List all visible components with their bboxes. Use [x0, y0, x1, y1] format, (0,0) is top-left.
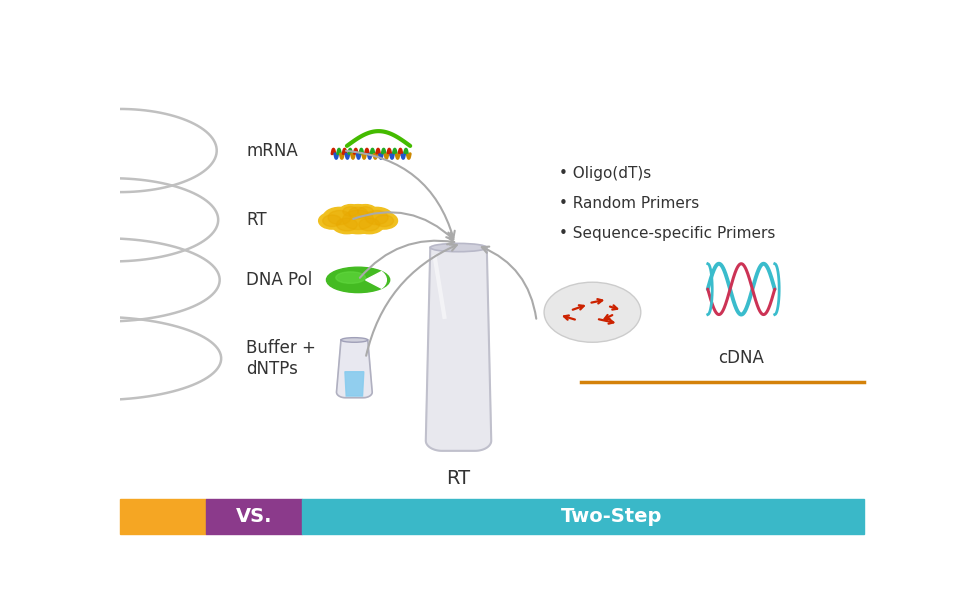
Polygon shape — [345, 372, 364, 396]
Bar — [120, 499, 205, 534]
Circle shape — [343, 210, 373, 230]
Text: Buffer +
dNTPs: Buffer + dNTPs — [247, 339, 317, 378]
Circle shape — [365, 211, 388, 224]
Ellipse shape — [430, 244, 487, 252]
Circle shape — [354, 215, 384, 234]
Circle shape — [359, 218, 379, 231]
Circle shape — [544, 282, 641, 342]
Text: mRNA: mRNA — [247, 142, 299, 160]
Circle shape — [336, 206, 380, 233]
Ellipse shape — [336, 272, 366, 283]
Circle shape — [328, 211, 351, 224]
Text: DNA Pol: DNA Pol — [247, 271, 313, 289]
Bar — [205, 499, 302, 534]
Bar — [302, 499, 864, 534]
Polygon shape — [337, 340, 372, 398]
Circle shape — [324, 208, 356, 227]
Circle shape — [354, 205, 376, 218]
Circle shape — [343, 206, 358, 217]
Circle shape — [345, 205, 372, 221]
Circle shape — [348, 207, 368, 219]
Circle shape — [374, 215, 394, 227]
Polygon shape — [426, 248, 492, 451]
Text: • Sequence-specific Primers: • Sequence-specific Primers — [559, 226, 776, 241]
Circle shape — [340, 205, 362, 218]
Ellipse shape — [341, 338, 368, 342]
Text: VS.: VS. — [235, 507, 273, 526]
Text: cDNA: cDNA — [718, 349, 764, 367]
Text: • Random Primers: • Random Primers — [559, 196, 699, 211]
Circle shape — [371, 212, 397, 229]
Wedge shape — [366, 272, 386, 288]
Ellipse shape — [326, 267, 390, 293]
Circle shape — [319, 212, 346, 229]
Circle shape — [360, 208, 393, 227]
Circle shape — [358, 206, 373, 217]
Text: RT: RT — [446, 469, 470, 488]
Circle shape — [332, 215, 362, 234]
Text: • Oligo(dT)s: • Oligo(dT)s — [559, 166, 651, 181]
Text: RT: RT — [247, 211, 267, 229]
Text: Two-Step: Two-Step — [561, 507, 661, 526]
Circle shape — [323, 215, 342, 227]
Circle shape — [337, 218, 357, 231]
